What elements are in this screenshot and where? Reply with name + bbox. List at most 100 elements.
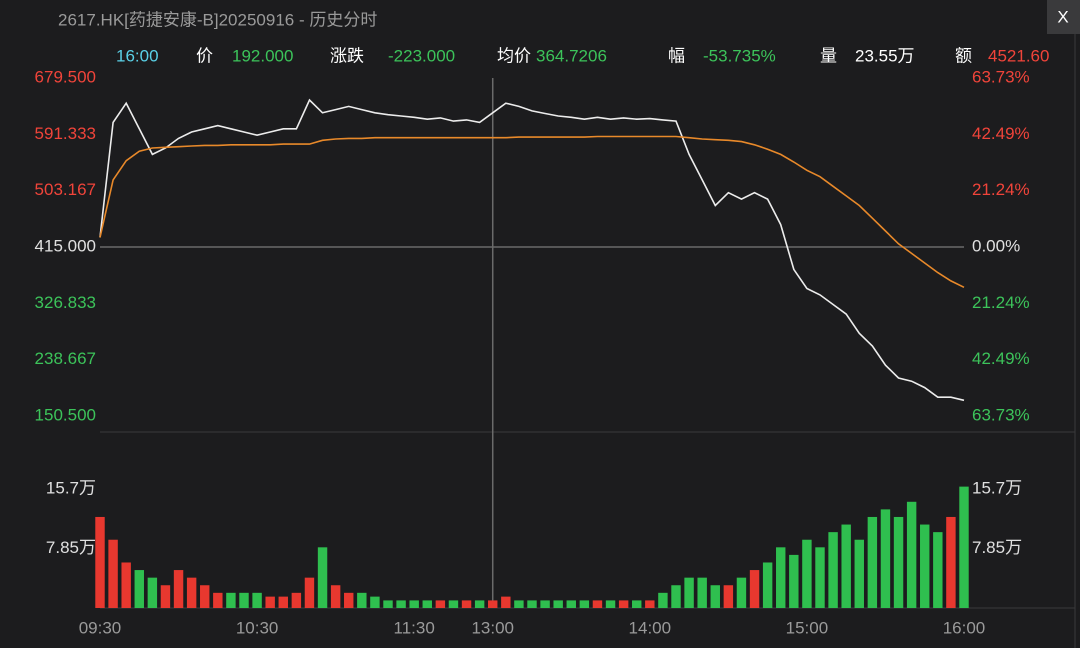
volume-bar (488, 600, 498, 608)
y-tick-label: 238.667 (35, 349, 96, 368)
window-title: 2617.HK[药捷安康-B]20250916 - 历史分时 (58, 10, 377, 29)
volume-bar (278, 596, 288, 608)
volume-bar (304, 577, 315, 608)
volume-bar (173, 570, 184, 608)
volume-bar (946, 516, 956, 608)
volume-bar (121, 562, 131, 608)
volume-bar (749, 570, 760, 608)
info-value: 192.000 (232, 46, 293, 65)
volume-bar (501, 596, 511, 608)
close-button[interactable] (1047, 0, 1080, 34)
volume-bar (645, 600, 655, 608)
volume-bar (474, 600, 485, 608)
volume-bar (736, 577, 747, 608)
volume-bar (252, 592, 262, 608)
volume-bar (200, 585, 210, 608)
volume-bar (605, 600, 616, 608)
volume-bar (265, 596, 275, 608)
volume-bar (95, 516, 105, 608)
x-tick-label: 09:30 (79, 618, 122, 637)
volume-bar (409, 600, 419, 608)
volume-bar (330, 585, 341, 608)
volume-bar (383, 600, 393, 608)
volume-bar (239, 592, 249, 608)
volume-bar (226, 592, 236, 608)
volume-bar (697, 577, 707, 608)
volume-bar (291, 592, 302, 608)
y2-tick-label: 63.73% (972, 67, 1030, 86)
y-tick-label: 679.500 (35, 67, 96, 86)
volume-bar (920, 524, 930, 608)
volume-bar (461, 600, 472, 608)
volume-bar (448, 600, 459, 608)
y-tick-label: 503.167 (35, 180, 96, 199)
y2-tick-label: 42.49% (972, 124, 1030, 143)
volume-bar (422, 600, 432, 608)
volume-bar (317, 547, 328, 608)
y2-tick-label: 7.85万 (972, 538, 1022, 557)
volume-bar (370, 596, 380, 608)
volume-bar (357, 592, 367, 608)
volume-bar (618, 600, 629, 608)
volume-bar (789, 554, 799, 608)
volume-bar (684, 577, 694, 608)
x-tick-label: 15:00 (786, 618, 829, 637)
volume-bar (867, 516, 878, 608)
volume-bar (762, 562, 773, 608)
volume-bar (186, 577, 197, 608)
volume-bar (658, 592, 668, 608)
x-tick-label: 11:30 (394, 618, 435, 637)
x-tick-label: 14:00 (629, 618, 672, 637)
volume-bar (841, 524, 851, 608)
y2-tick-label: 0.00% (972, 236, 1020, 255)
volume-bar (815, 547, 825, 608)
info-value: 364.7206 (536, 46, 607, 65)
volume-bar (435, 600, 446, 608)
volume-bar (802, 539, 812, 608)
volume-bar (553, 600, 563, 608)
x-tick-label: 16:00 (943, 618, 986, 637)
close-label[interactable]: X (1057, 7, 1068, 26)
volume-bar (527, 600, 537, 608)
info-label: 涨跌 (330, 46, 364, 65)
info-value: -53.735% (703, 46, 776, 65)
y-tick-label: 15.7万 (46, 478, 96, 497)
volume-bar (147, 577, 158, 608)
info-time: 16:00 (116, 46, 159, 65)
y2-tick-label: 42.49% (972, 349, 1030, 368)
volume-bar (776, 547, 786, 608)
volume-bar (396, 600, 406, 608)
volume-bar (710, 585, 720, 608)
info-label: 额 (955, 46, 972, 65)
volume-bar (108, 539, 118, 608)
x-tick-label: 13:00 (471, 618, 514, 637)
y2-tick-label: 63.73% (972, 405, 1030, 424)
y2-tick-label: 21.24% (972, 180, 1030, 199)
volume-bar (632, 600, 642, 608)
volume-bar (134, 570, 144, 608)
volume-bar (344, 592, 354, 608)
info-value: 23.55万 (855, 46, 915, 65)
volume-bar (540, 600, 550, 608)
y2-tick-label: 21.24% (972, 293, 1030, 312)
price-line (99, 98, 965, 402)
volume-bar (592, 600, 603, 608)
y-tick-label: 591.333 (35, 124, 96, 143)
y-tick-label: 326.833 (35, 293, 96, 312)
y-tick-label: 7.85万 (46, 538, 96, 557)
volume-bar (959, 486, 969, 608)
y-tick-label: 415.000 (35, 236, 96, 255)
volume-bar (893, 516, 904, 608)
volume-bar (160, 585, 171, 608)
average-line (99, 135, 965, 289)
info-label: 量 (820, 46, 837, 65)
volume-bar (514, 600, 524, 608)
y2-tick-label: 15.7万 (972, 478, 1022, 497)
volume-bar (671, 585, 681, 608)
info-label: 均价 (497, 46, 531, 65)
info-value: -223.000 (388, 46, 455, 65)
volume-bar (880, 509, 891, 608)
info-label: 幅 (668, 46, 685, 65)
